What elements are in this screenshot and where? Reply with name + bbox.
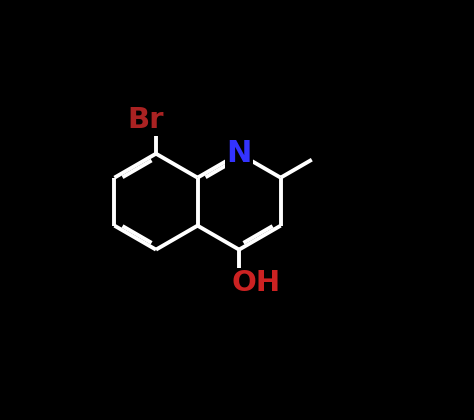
Text: OH: OH (231, 269, 280, 297)
Text: N: N (227, 139, 252, 168)
Text: Br: Br (128, 106, 164, 134)
